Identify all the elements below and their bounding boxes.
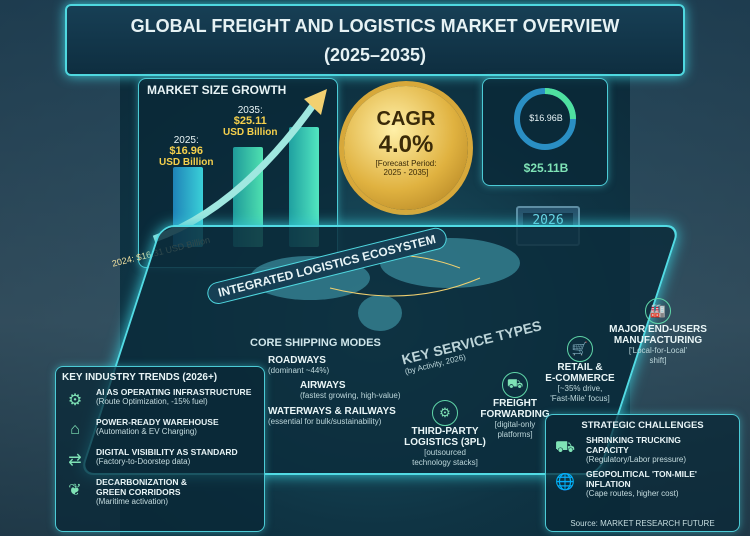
service-end-users: 🏭 MAJOR END-USERS MANUFACTURING ['Local-f… bbox=[609, 298, 707, 366]
source-note: Source: MARKET RESEARCH FUTURE bbox=[570, 519, 715, 528]
gears-icon: ⚙ bbox=[432, 400, 458, 426]
service-freight-forwarding: ⛟ FREIGHT FORWARDING [digital-only platfor… bbox=[480, 372, 550, 440]
tracking-icon: ⇄ bbox=[68, 452, 82, 469]
mode-airways: AIRWAYS (fastest growing, high-value) bbox=[300, 380, 401, 400]
trends-heading: KEY INDUSTRY TRENDS (2026+) bbox=[62, 372, 218, 383]
challenges-heading: STRATEGIC CHALLENGES bbox=[581, 420, 704, 431]
leaf-icon: ❦ bbox=[68, 482, 82, 499]
gear-chip-icon: ⚙ bbox=[67, 392, 83, 409]
label-2025: 2025: $16.96 USD Billion bbox=[159, 135, 214, 168]
globe-icon: 🌐 bbox=[555, 474, 575, 491]
service-3pl: ⚙ THIRD-PARTY LOGISTICS (3PL) [outsourced… bbox=[404, 400, 486, 468]
trend-item: ❦ DECARBONIZATION & GREEN CORRIDORS (Mariti… bbox=[62, 477, 258, 507]
challenges-panel: STRATEGIC CHALLENGES ⛟ SHRINKING TRUCKING… bbox=[545, 414, 740, 532]
warehouse-icon: ⌂ bbox=[70, 421, 80, 438]
title-line-2: (2025–2035) bbox=[323, 45, 427, 65]
ring-chart bbox=[514, 88, 576, 150]
label-2035: 2035: $25.11 USD Billion bbox=[223, 105, 278, 138]
factory-icon: 🏭 bbox=[645, 298, 671, 324]
truck-icon: ⛟ bbox=[502, 372, 528, 398]
trend-item: ⌂ POWER-READY WAREHOUSE (Automation & EV C… bbox=[62, 417, 258, 443]
mode-waterways: WATERWAYS & RAILWAYS (essential for bulk/… bbox=[268, 406, 396, 426]
page-title: GLOBAL FREIGHT AND LOGISTICS MARKET OVER… bbox=[65, 4, 685, 76]
trend-item: ⇄ DIGITAL VISIBILITY AS STANDARD (Factory-… bbox=[62, 447, 258, 473]
cart-icon: 🛒 bbox=[567, 336, 593, 362]
market-heading: MARKET SIZE GROWTH bbox=[147, 83, 287, 97]
service-retail: 🛒 RETAIL & E-COMMERCE [~35% drive, 'Fast-M… bbox=[545, 336, 615, 404]
ring-inner-value: $16.96B bbox=[529, 113, 563, 123]
trend-item: ⚙ AI AS OPERATING INFRASTRUCTURE (Route Op… bbox=[62, 387, 258, 413]
title-line-1: GLOBAL FREIGHT AND LOGISTICS MARKET OVER… bbox=[130, 16, 620, 36]
mode-roadways: ROADWAYS (dominant ~44%) bbox=[268, 355, 330, 375]
core-shipping-heading: CORE SHIPPING MODES bbox=[250, 337, 381, 349]
growth-ring-panel: $16.96B $25.11B bbox=[482, 78, 608, 186]
cagr-badge: CAGR 4.0% [Forecast Period: 2025 - 2035] bbox=[344, 86, 468, 210]
trends-panel: KEY INDUSTRY TRENDS (2026+) ⚙ AI AS OPERA… bbox=[55, 366, 265, 532]
challenge-item: ⛟ SHRINKING TRUCKING CAPACITY (Regulatory/L… bbox=[552, 435, 733, 465]
ring-outer-value: $25.11B bbox=[523, 161, 569, 175]
truck-icon: ⛟ bbox=[554, 439, 576, 456]
challenge-item: 🌐 GEOPOLITICAL 'TON-MILE' INFLATION (Cape r… bbox=[552, 469, 733, 499]
